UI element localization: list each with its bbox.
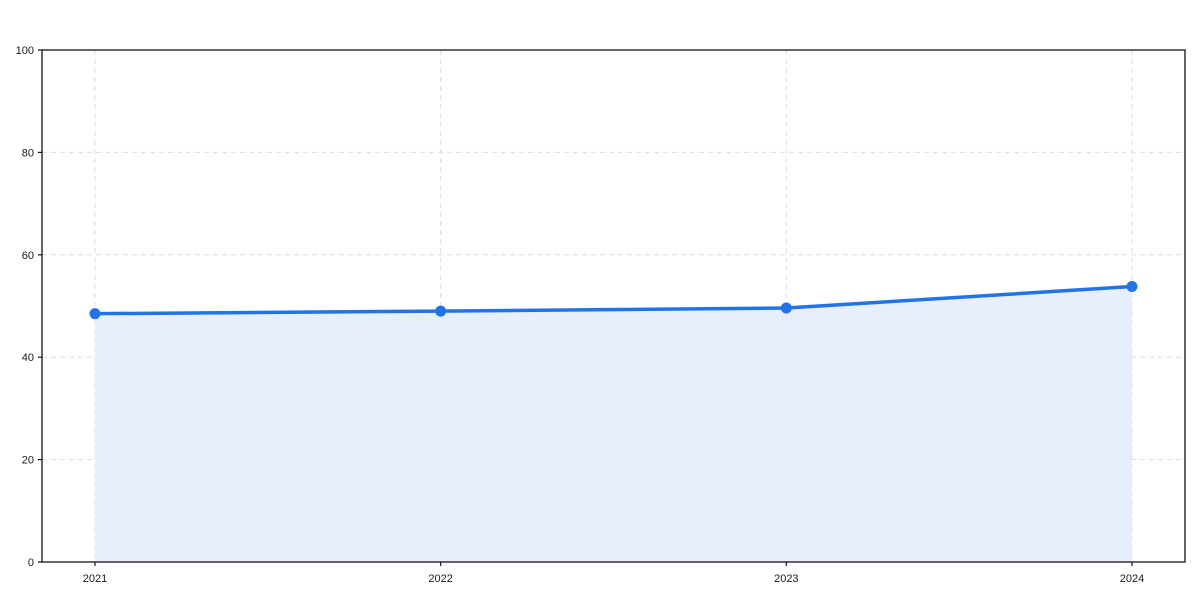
y-tick-label: 40 bbox=[22, 352, 34, 364]
trend-line bbox=[93, 284, 1134, 316]
data-point-marker bbox=[89, 308, 101, 320]
y-tick-label: 100 bbox=[16, 45, 34, 57]
y-tick-label: 60 bbox=[22, 250, 34, 262]
y-tick-label: 20 bbox=[22, 455, 34, 467]
data-point-marker bbox=[780, 302, 792, 314]
data-point-marker bbox=[1126, 281, 1138, 293]
plot-border bbox=[41, 49, 1186, 563]
y-tick-label: 0 bbox=[28, 557, 34, 569]
x-tick-label: 2023 bbox=[774, 573, 798, 585]
x-tick-label: 2024 bbox=[1120, 573, 1144, 585]
data-point-marker bbox=[435, 305, 447, 317]
x-tick-label: 2022 bbox=[428, 573, 452, 585]
y-tick-label: 80 bbox=[22, 147, 34, 159]
x-tick-label: 2021 bbox=[83, 573, 107, 585]
area-fill bbox=[95, 286, 1132, 562]
